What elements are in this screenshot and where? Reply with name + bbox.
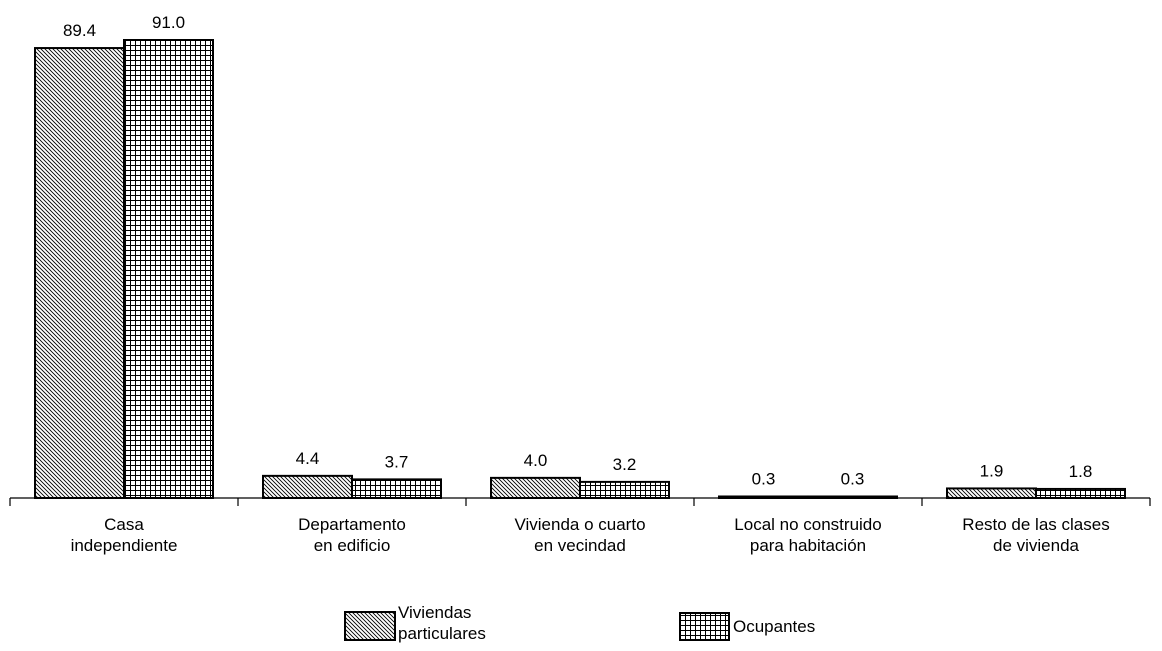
data-label-ocupantes-1: 3.7 [385,452,409,471]
category-label-4: Resto de las clases de vivienda [962,515,1109,555]
data-label-viviendas-4: 1.9 [980,461,1004,480]
data-label-viviendas-1: 4.4 [296,449,320,468]
data-label-viviendas-3: 0.3 [752,469,776,488]
data-label-ocupantes-2: 3.2 [613,455,637,474]
data-label-viviendas-0: 89.4 [63,21,96,40]
bar-viviendas-4 [946,487,1037,499]
bar-ocupantes-1 [351,478,442,499]
category-label-0: Casa independiente [71,515,178,555]
data-label-viviendas-2: 4.0 [524,451,548,470]
bar-ocupantes-4 [1035,487,1126,500]
legend-label-ocupantes: Ocupantes [733,617,815,636]
legend: Viviendas particulares Ocupantes [344,603,815,643]
data-label-ocupantes-4: 1.8 [1069,462,1093,481]
category-labels-layer: Casa independiente Departamento en edificio… [71,515,1110,555]
bars-layer [34,39,1126,500]
data-label-ocupantes-0: 91.0 [152,13,185,32]
legend-label-viviendas: Viviendas particulares [398,603,486,643]
bar-viviendas-2 [490,476,581,500]
category-label-1: Departamento en edificio [298,515,406,555]
legend-swatch-viviendas [344,611,396,641]
bar-viviendas-0 [34,47,125,500]
value-labels-layer: 89.4 91.0 4.4 3.7 4.0 3.2 0.3 0.3 1.9 1.8 [63,13,1092,488]
bar-viviendas-1 [262,474,353,500]
x-axis-ticks [9,498,1151,506]
bar-ocupantes-2 [579,480,670,499]
legend-swatch-ocupantes [679,612,730,641]
category-label-2: Vivienda o cuarto en vecindad [514,515,645,555]
data-label-ocupantes-3: 0.3 [841,469,865,488]
bar-ocupantes-0 [123,39,214,499]
category-label-3: Local no construido para habitación [734,515,881,555]
